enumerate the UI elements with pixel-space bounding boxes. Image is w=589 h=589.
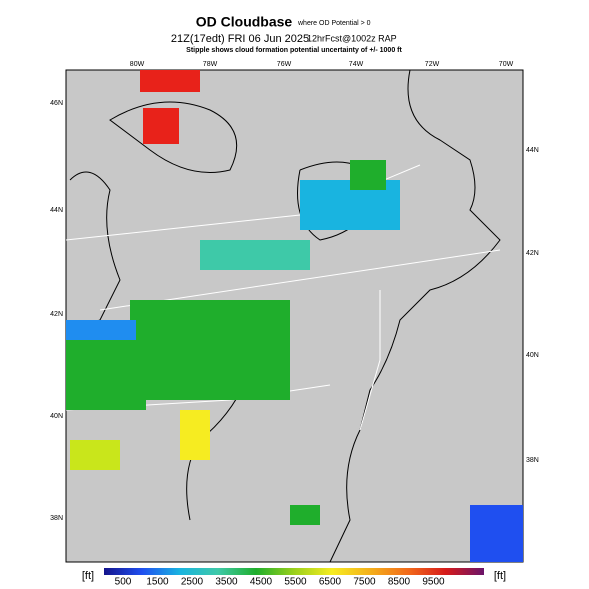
colorbar: [ft] [ft] 500 1500 2500 3500 4500 5500 6500 750…	[82, 568, 506, 588]
colorbar-label: 3500	[215, 577, 238, 588]
lat-label: 42N	[50, 311, 63, 318]
lon-label: 72W	[425, 61, 440, 68]
cloudbase-cells	[66, 70, 523, 562]
lon-label: 76W	[277, 61, 292, 68]
map: 80W 78W 76W 74W 72W 70W 46N 44N 42N 40N 38N 44N 42…	[50, 61, 539, 563]
colorbar-label: 8500	[388, 577, 411, 588]
title-note: where OD Potential > 0	[297, 20, 371, 27]
lat-label: 40N	[526, 352, 539, 359]
lat-label: 38N	[50, 515, 63, 522]
lon-labels: 80W 78W 76W 74W 72W 70W	[130, 61, 514, 68]
colorbar-label: 500	[115, 577, 132, 588]
lat-label: 44N	[526, 147, 539, 154]
lat-labels-left: 46N 44N 42N 40N 38N	[50, 100, 63, 522]
lon-label: 70W	[499, 61, 514, 68]
colorbar-label: 9500	[422, 577, 445, 588]
lon-label: 78W	[203, 61, 218, 68]
colorbar-label: 4500	[250, 577, 273, 588]
colorbar-label: 6500	[319, 577, 342, 588]
colorbar-label: 2500	[181, 577, 204, 588]
unit-right: [ft]	[494, 570, 506, 582]
colorbar-ramp	[104, 568, 484, 575]
title: OD Cloudbase	[196, 14, 293, 30]
colorbar-label: 1500	[146, 577, 169, 588]
colorbar-labels: 500 1500 2500 3500 4500 5500 6500 7500 8500 9500	[115, 577, 445, 588]
valid-time: 21Z(17edt) FRI 06 Jun 2025	[171, 33, 309, 45]
lat-label: 40N	[50, 413, 63, 420]
lat-label: 38N	[526, 457, 539, 464]
lat-labels-right: 44N 42N 40N 38N	[526, 147, 539, 464]
lat-label: 46N	[50, 100, 63, 107]
lat-label: 42N	[526, 250, 539, 257]
lon-label: 74W	[349, 61, 364, 68]
unit-left: [ft]	[82, 570, 94, 582]
subtitle: Stipple shows cloud formation potential …	[186, 47, 402, 54]
lon-label: 80W	[130, 61, 145, 68]
lat-label: 44N	[50, 207, 63, 214]
forecast: 12hrFcst@1002z RAP	[307, 33, 397, 43]
colorbar-label: 5500	[284, 577, 307, 588]
colorbar-label: 7500	[353, 577, 376, 588]
